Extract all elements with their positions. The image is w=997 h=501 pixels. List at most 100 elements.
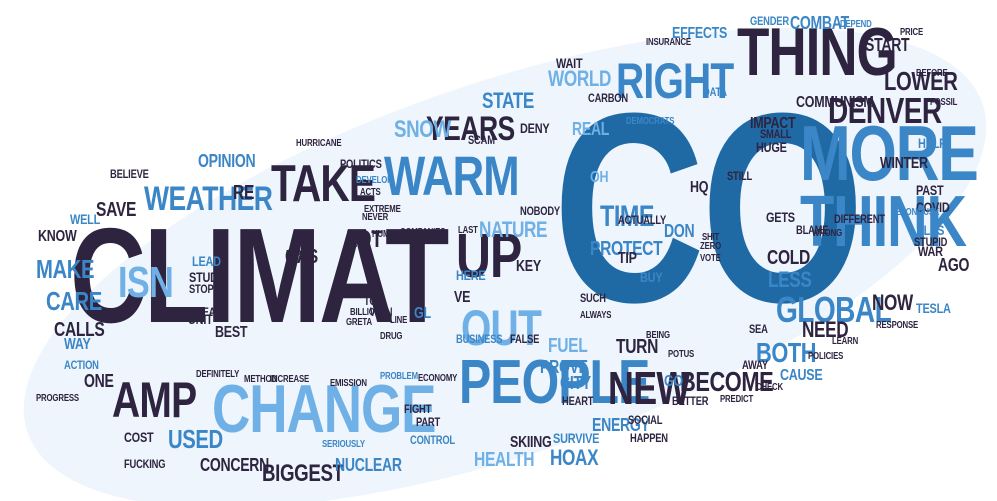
cloud-word: WON (370, 305, 393, 319)
cloud-word: LEARN (832, 336, 859, 347)
cloud-word: COMPANIES (400, 227, 446, 238)
cloud-word: YEARS (426, 110, 515, 148)
cloud-word: LOT (346, 226, 383, 253)
cloud-word: SERIOUSLY (322, 439, 365, 450)
cloud-word: WINTER (880, 155, 928, 172)
cloud-word: TIME (600, 200, 655, 233)
cloud-word: HELP (918, 135, 947, 151)
cloud-word: CARE (46, 286, 102, 316)
cloud-word: UNIT (188, 311, 213, 327)
cloud-word: GENDER (750, 14, 789, 28)
cloud-word: ALPS (916, 222, 945, 238)
cloud-word: FUCKING (124, 457, 166, 471)
cloud-word: VE (454, 289, 471, 306)
cloud-word: COLD (767, 247, 810, 269)
cloud-word: RESPONSE (876, 320, 919, 331)
cloud-word: PROGRESS (36, 393, 79, 404)
cloud-word: PAST (916, 182, 944, 198)
cloud-word: HAPPEN (630, 431, 668, 445)
cloud-word: GREAT (189, 305, 221, 319)
cloud-word: BEING (646, 330, 670, 341)
cloud-word: PART (416, 415, 441, 429)
cloud-word: KEY (516, 258, 541, 275)
cloud-word: PROVE (540, 357, 588, 377)
cloud-word: STUPID (914, 235, 948, 249)
cloud-word: PRICE (900, 27, 924, 38)
cloud-word: LINE (390, 315, 408, 326)
cloud-word: GETS (766, 209, 795, 225)
cloud-word: LOWER (884, 66, 958, 96)
cloud-word: FOSSIL (930, 97, 958, 108)
cloud-word: THINK (800, 182, 967, 262)
cloud-word: WELL (70, 211, 101, 227)
cloud-word: NEED (802, 317, 849, 342)
cloud-word: COST (124, 429, 154, 445)
cloud-word: DEVELOP (356, 175, 393, 186)
cloud-word: LEAD (192, 253, 221, 269)
cloud-word: GL (414, 305, 431, 322)
cloud-word: BIGGEST (262, 460, 344, 487)
cloud-word: HUGE (756, 139, 787, 155)
cloud-word: CAUSE (780, 367, 823, 384)
cloud-word: CITY (560, 373, 591, 393)
cloud-word: NOBODY (520, 204, 560, 218)
cloud-word: HOAX (550, 445, 599, 470)
cloud-word: CALLS (54, 319, 105, 341)
cloud-word: WARM (384, 144, 520, 207)
cloud-word: WORLD (548, 66, 612, 91)
cloud-word: ALWAYS (580, 310, 612, 321)
cloud-word: DRUG (380, 331, 403, 342)
cloud-word: NUCLEAR (335, 455, 402, 475)
cloud-word: DEFINITELY (196, 369, 240, 380)
cloud-word: AWAY (742, 358, 768, 372)
cloud-word: TESLA (916, 300, 951, 316)
cloud-word: POLITICS (340, 157, 382, 171)
cloud-word: LAST (458, 225, 478, 236)
cloud-word: THING (737, 14, 898, 90)
cloud-word: SUCH (580, 291, 606, 305)
cloud-word: STOP (189, 282, 214, 296)
cloud-word: UP (456, 222, 522, 291)
cloud-word: REAL (572, 119, 610, 139)
cloud-word: COVID (916, 199, 950, 215)
cloud-word: WAR (918, 243, 943, 259)
cloud-word: WAY (64, 336, 91, 353)
cloud-word: TURN (616, 336, 659, 358)
cloud-word: FALSE (510, 332, 540, 346)
cloud-word: INCREASE (270, 374, 310, 385)
cloud-word: HEART (562, 394, 594, 408)
cloud-word: EXTREME (364, 204, 401, 215)
cloud-word: BEST (215, 324, 248, 341)
cloud-word: BLAME (796, 223, 829, 237)
cloud-word: DATA (703, 85, 727, 99)
cloud-word: BELIEVE (110, 167, 149, 181)
cloud-word: AGO (938, 255, 970, 275)
cloud-word: SOCIAL (628, 413, 663, 427)
cloud-word: RE (233, 182, 255, 204)
cloud-word: TAKE (271, 155, 376, 213)
cloud-word: BECOME (680, 366, 774, 397)
cloud-word: CONCERN (200, 455, 270, 475)
cloud-word: HEALTH (474, 449, 535, 471)
cloud-word: ACTION (64, 358, 99, 372)
cloud-word: MORE (800, 109, 979, 197)
cloud-word: WRONG (812, 228, 842, 239)
cloud-word: EFFECTS (672, 25, 728, 42)
cloud-word: BOTH (756, 337, 817, 368)
cloud-word: STILL (727, 169, 753, 183)
cloud-word: SMALL (760, 127, 792, 141)
cloud-word: POLICIES (808, 351, 844, 362)
cloud-word: PREDICT (720, 394, 754, 405)
cloud-word: CLIMAT (70, 200, 449, 351)
cloud-word: RIGHT (616, 53, 734, 109)
cloud-word: OPINION (198, 151, 256, 171)
cloud-word: SAVE (96, 199, 137, 221)
cloud-word: SURVIVE (553, 430, 600, 446)
cloud-word: CHECK (756, 382, 783, 393)
cloud-word: ACTS (360, 187, 381, 198)
cloud-word: CARBON (588, 91, 628, 105)
cloud-word: SNOW (394, 116, 451, 143)
cloud-word: HERE (456, 267, 486, 283)
cloud-word: POTUS (668, 349, 695, 360)
